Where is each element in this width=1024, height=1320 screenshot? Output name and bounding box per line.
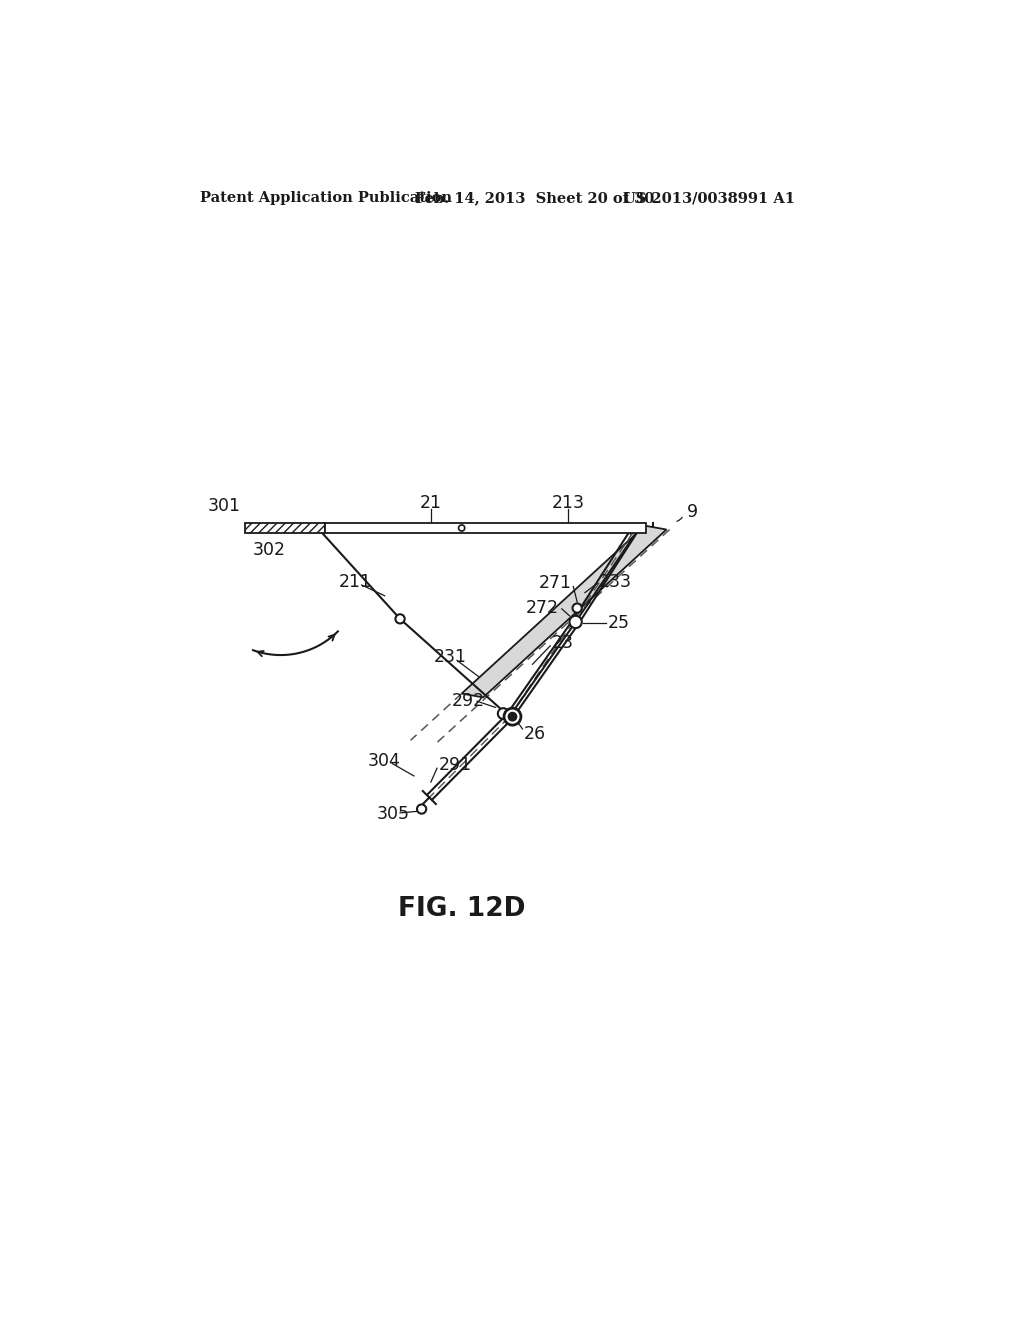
Circle shape [459, 525, 465, 531]
Text: 305: 305 [377, 805, 410, 824]
Text: 21: 21 [420, 495, 442, 512]
Text: 271: 271 [539, 574, 571, 593]
Text: FIG. 12D: FIG. 12D [398, 896, 525, 923]
Text: US 2013/0038991 A1: US 2013/0038991 A1 [624, 191, 796, 206]
Text: Patent Application Publication: Patent Application Publication [200, 191, 452, 206]
Circle shape [509, 713, 516, 721]
Text: 26: 26 [523, 725, 546, 743]
Circle shape [417, 804, 426, 813]
Text: 231: 231 [434, 648, 467, 665]
Text: 304: 304 [368, 751, 400, 770]
Text: 25: 25 [608, 615, 630, 632]
Circle shape [504, 708, 521, 725]
Polygon shape [462, 525, 667, 697]
Bar [326, 523, 646, 533]
Bar [245, 523, 326, 533]
Text: 292: 292 [452, 692, 484, 710]
Text: 211: 211 [339, 573, 372, 591]
Circle shape [569, 615, 582, 628]
Text: 9: 9 [687, 503, 698, 521]
Text: 233: 233 [599, 573, 632, 591]
Text: Feb. 14, 2013  Sheet 20 of 30: Feb. 14, 2013 Sheet 20 of 30 [416, 191, 654, 206]
Text: 301: 301 [208, 498, 241, 515]
Text: 291: 291 [438, 756, 472, 774]
Circle shape [498, 708, 509, 719]
Text: 23: 23 [552, 635, 573, 652]
Text: 302: 302 [252, 541, 286, 558]
Circle shape [395, 614, 404, 623]
Circle shape [572, 603, 582, 612]
Text: 272: 272 [525, 599, 559, 616]
Text: 213: 213 [551, 495, 585, 512]
